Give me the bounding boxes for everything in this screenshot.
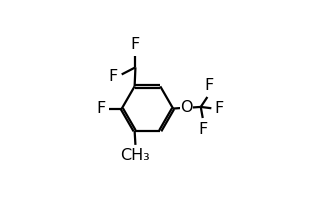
Text: CH₃: CH₃: [121, 148, 150, 163]
Text: F: F: [96, 101, 106, 116]
Text: F: F: [108, 69, 118, 84]
Text: F: F: [131, 37, 140, 52]
Text: O: O: [180, 100, 193, 115]
Text: F: F: [215, 101, 224, 116]
Text: F: F: [198, 122, 207, 137]
Text: F: F: [204, 78, 214, 93]
